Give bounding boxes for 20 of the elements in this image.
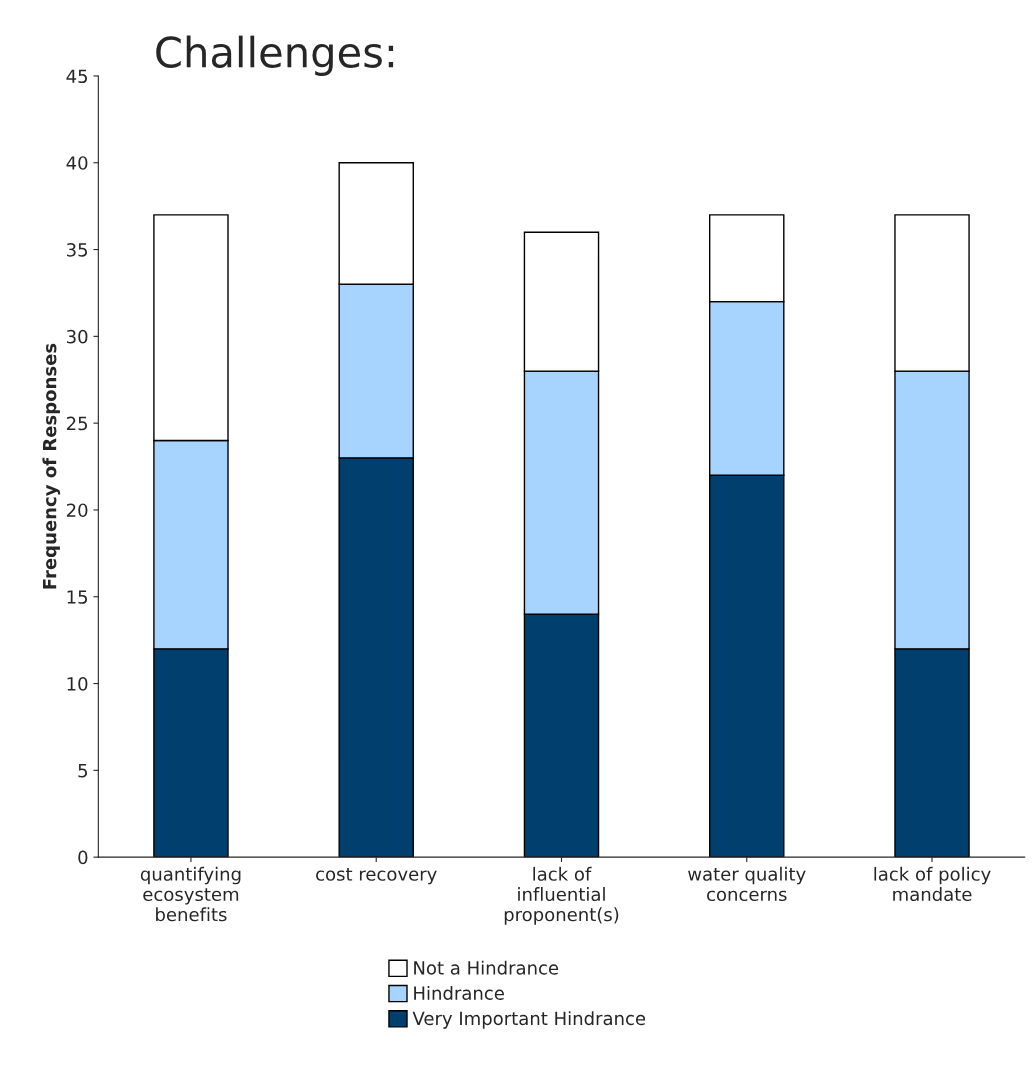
y-axis-title: Frequency of Responses [42,343,61,589]
y-tick-label: 30 [67,329,88,344]
x-tick-label: water quality concerns [688,866,806,902]
x-tick-label: quantifying ecosystem benefits [140,866,241,922]
y-tick-label: 40 [66,156,88,170]
y-tick-label: 0 [78,850,88,865]
y-tick-label: 20 [66,503,88,518]
y-tick-label: 5 [78,764,88,778]
y-tick-label: 10 [67,677,88,691]
y-tick-label: 45 [66,69,88,84]
legend-label: Not a Hindrance [414,960,559,975]
y-tick-label: 35 [67,243,88,257]
legend-label: Very Important Hindrance [412,1011,646,1029]
x-tick-label: cost recovery [316,867,437,885]
x-tick-label: lack of policy mandate [874,866,991,902]
x-tick-label: lack of influential proponent(s) [504,866,619,925]
legend-label: Hindrance [414,985,504,1000]
y-tick-label: 25 [66,416,88,431]
chart-title: Challenges: [156,35,394,76]
y-tick-label: 15 [67,590,88,604]
